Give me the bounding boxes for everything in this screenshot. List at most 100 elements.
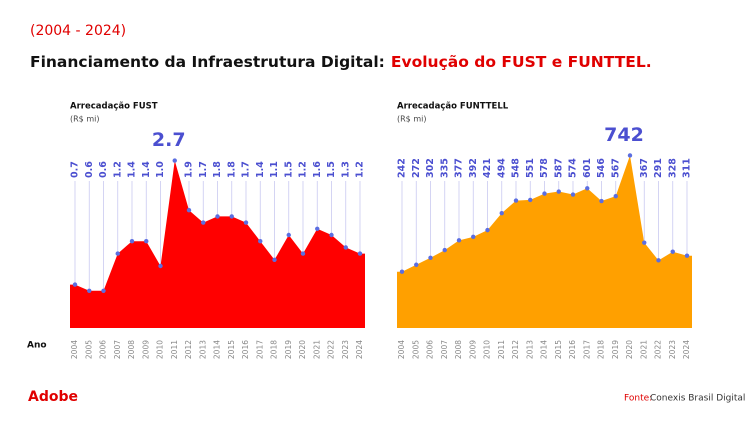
point	[642, 240, 647, 245]
value-label: 0.6	[84, 161, 95, 178]
value-label: 587	[553, 158, 564, 178]
value-label: 1.8	[212, 161, 223, 178]
x-tick-label: 2020	[625, 340, 634, 359]
point	[186, 208, 192, 213]
point	[670, 249, 675, 254]
x-tick-label: 2005	[411, 340, 420, 359]
x-tick-label: 2021	[639, 340, 648, 359]
point	[258, 239, 263, 244]
x-tick-label: 2008	[454, 340, 463, 359]
x-tick-label: 2021	[312, 340, 321, 359]
point	[87, 288, 92, 293]
x-tick-label: 2018	[270, 340, 279, 359]
point	[201, 220, 206, 225]
point	[315, 226, 320, 231]
value-label: 1.1	[269, 161, 280, 178]
title-highlight: Evolução do FUST e FUNTTEL.	[391, 53, 652, 71]
value-label: 551	[525, 158, 536, 178]
point	[329, 232, 334, 238]
point	[399, 269, 405, 274]
point	[485, 227, 490, 233]
title: Financiamento da Infraestrutura Digital:…	[30, 53, 652, 71]
max-value-label: 2.7	[152, 129, 186, 151]
point	[129, 239, 135, 244]
x-tick-label: 2023	[668, 340, 677, 359]
point	[272, 257, 277, 262]
point	[115, 251, 120, 256]
point	[499, 210, 504, 216]
point	[442, 247, 447, 253]
x-tick-label: 2020	[298, 340, 307, 359]
x-tick-label: 2006	[99, 340, 108, 359]
x-tick-label: 2014	[213, 340, 222, 359]
area	[70, 160, 365, 328]
value-label: 272	[411, 158, 422, 178]
x-axis-label: Ano	[27, 341, 47, 351]
point	[72, 282, 78, 287]
value-label: 335	[439, 158, 450, 178]
value-label: 601	[582, 158, 593, 178]
point	[144, 239, 149, 244]
x-tick-label: 2016	[568, 340, 577, 359]
x-tick-label: 2017	[255, 340, 264, 359]
x-tick-label: 2016	[241, 340, 250, 359]
max-value-label: 742	[604, 124, 644, 146]
point	[599, 198, 604, 204]
source: Conexis Brasil Digital	[650, 394, 745, 404]
x-tick-label: 2022	[327, 340, 336, 359]
value-label: 1.7	[198, 161, 209, 178]
x-tick-label: 2006	[426, 340, 435, 359]
value-label: 1.2	[298, 161, 309, 178]
value-label: 494	[496, 158, 507, 178]
value-label: 1.5	[326, 161, 337, 178]
value-label: 377	[454, 158, 465, 178]
point	[215, 214, 220, 219]
value-label: 311	[682, 158, 693, 178]
point	[414, 262, 419, 267]
value-label: 548	[511, 158, 522, 178]
x-tick-label: 2011	[497, 340, 506, 359]
value-label: 392	[468, 158, 479, 178]
x-tick-label: 2019	[611, 340, 620, 359]
value-label: 0.7	[70, 161, 81, 178]
value-label: 578	[539, 158, 550, 178]
value-label: 0.6	[98, 161, 109, 178]
value-label: 242	[397, 158, 408, 178]
point	[357, 251, 363, 256]
x-tick-label: 2024	[682, 340, 691, 359]
value-label: 1.6	[312, 161, 323, 178]
point	[513, 198, 519, 203]
panel-subtitle: (R$ mi)	[397, 115, 426, 124]
x-tick-label: 2007	[440, 340, 449, 359]
point	[428, 255, 433, 260]
value-label: 421	[482, 158, 493, 178]
value-label: 1.2	[355, 161, 366, 178]
source-label: Fonte:	[624, 394, 652, 404]
value-label: 1.9	[184, 161, 195, 178]
value-label: 1.2	[112, 161, 123, 178]
point	[243, 220, 249, 225]
value-label: 302	[425, 158, 436, 178]
value-label: 1.7	[241, 161, 252, 178]
x-tick-label: 2008	[127, 340, 136, 359]
point	[229, 214, 234, 219]
x-tick-label: 2004	[397, 340, 406, 359]
x-tick-label: 2013	[198, 340, 207, 359]
point	[343, 245, 348, 250]
value-label: 1.0	[155, 161, 166, 178]
point	[300, 251, 306, 256]
point	[684, 253, 690, 258]
x-tick-label: 2010	[483, 340, 492, 359]
point	[656, 258, 661, 263]
point	[172, 158, 177, 163]
panel-title: Arrecadação FUST	[70, 102, 158, 112]
x-tick-label: 2024	[355, 340, 364, 359]
x-tick-label: 2009	[468, 340, 477, 359]
value-label: 567	[610, 158, 621, 178]
x-tick-label: 2010	[156, 340, 165, 359]
value-label: 546	[596, 158, 607, 178]
x-tick-label: 2017	[582, 340, 591, 359]
value-label: 1.4	[255, 161, 266, 178]
point	[471, 234, 476, 240]
